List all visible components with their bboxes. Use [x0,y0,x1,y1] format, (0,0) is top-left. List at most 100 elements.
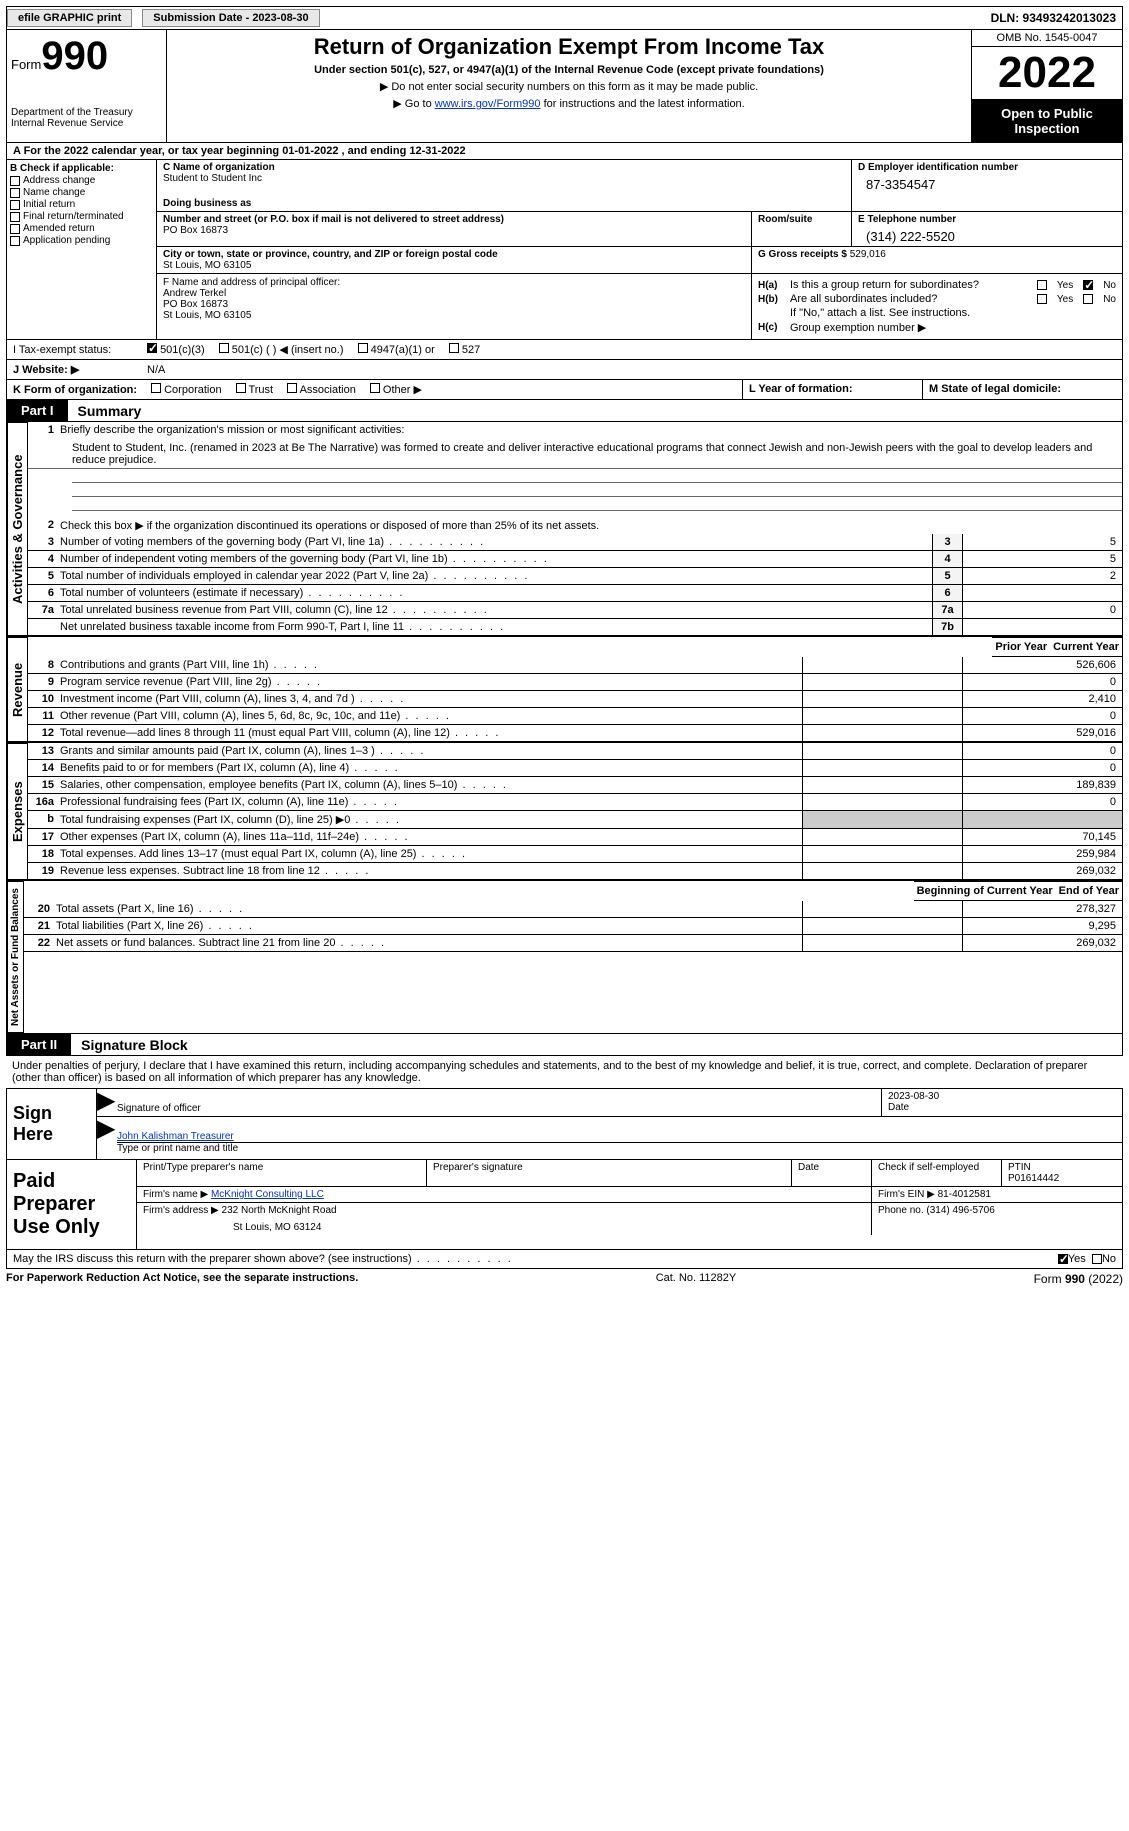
dln: DLN: 93493242013023 [991,11,1122,25]
omb-number: OMB No. 1545-0047 [972,30,1122,47]
boy-hdr: Beginning of Current Year [914,881,1056,901]
addr-value: PO Box 16873 [163,225,745,236]
checkbox-name-change[interactable] [10,188,20,198]
form-title: Return of Organization Exempt From Incom… [171,34,967,60]
tax-year-line: A For the 2022 calendar year, or tax yea… [6,143,1123,160]
form-number: Form990 [11,34,162,79]
line1-label: Briefly describe the organization's miss… [60,422,1122,438]
cat-no: Cat. No. 11282Y [358,1272,1033,1286]
eoy-hdr: End of Year [1056,881,1122,901]
type-name-label: Type or print name and title [117,1143,1122,1154]
sig-date-value: 2023-08-30 [888,1091,1116,1102]
checkbox-assoc[interactable] [287,383,297,393]
open-to-public: Open to Public Inspection [972,100,1122,142]
city-value: St Louis, MO 63105 [163,260,745,271]
paid-preparer-label: Paid Preparer Use Only [7,1160,137,1249]
part2-title: Signature Block [71,1037,188,1053]
checkbox-hb-no[interactable] [1083,294,1093,304]
dba-label: Doing business as [163,198,845,209]
org-name: Student to Student Inc [163,173,845,184]
prep-sig-label: Preparer's signature [427,1160,792,1186]
checkbox-501c[interactable] [219,343,229,353]
prior-year-hdr: Prior Year [992,637,1050,657]
website-row: J Website: ▶ N/A [6,360,1123,380]
mission-text: Student to Student, Inc. (renamed in 202… [28,438,1122,469]
checkbox-discuss-yes[interactable] [1058,1254,1068,1264]
tax-exempt-status: I Tax-exempt status: 501(c)(3) 501(c) ( … [6,340,1123,360]
irs-link[interactable]: www.irs.gov/Form990 [435,98,541,110]
ein-value: 87-3354547 [866,177,1116,192]
checkbox-trust[interactable] [236,383,246,393]
part2-header: Part II [7,1034,71,1055]
gross-label: G Gross receipts $ [758,249,847,260]
self-employed-label: Check if self-employed [872,1160,1002,1186]
checkbox-initial-return[interactable] [10,200,20,210]
ssn-note: ▶ Do not enter social security numbers o… [171,80,967,93]
website-value: N/A [147,364,165,376]
checkbox-4947[interactable] [358,343,368,353]
paperwork-notice: For Paperwork Reduction Act Notice, see … [6,1272,358,1286]
officer-name: Andrew Terkel [163,288,745,299]
room-label: Room/suite [758,214,845,225]
checkbox-other[interactable] [370,383,380,393]
phone-value: (314) 222-5520 [866,229,1116,244]
checkbox-ha-no[interactable] [1083,280,1093,290]
ptin-label: PTIN [1008,1162,1116,1173]
firm-phone: (314) 496-5706 [926,1205,994,1216]
sidetab-revenue: Revenue [7,637,28,742]
city-label: City or town, state or province, country… [163,249,745,260]
form-subtitle: Under section 501(c), 527, or 4947(a)(1)… [171,64,967,76]
part1-title: Summary [68,403,142,419]
line2-text: Check this box ▶ if the organization dis… [60,517,1122,534]
gross-value: 529,016 [850,249,886,260]
firm-name-link[interactable]: McKnight Consulting LLC [211,1189,324,1200]
officer-addr1: PO Box 16873 [163,299,745,310]
checkbox-ha-yes[interactable] [1037,280,1047,290]
phone-label: E Telephone number [858,214,1116,225]
checkbox-amended[interactable] [10,224,20,234]
part1-header: Part I [7,400,68,421]
ptin-value: P01614442 [1008,1173,1116,1184]
efile-print-button[interactable]: efile GRAPHIC print [7,9,132,27]
goto-note: ▶ Go to www.irs.gov/Form990 for instruct… [171,97,967,110]
addr-label: Number and street (or P.O. box if mail i… [163,214,745,225]
footer: For Paperwork Reduction Act Notice, see … [6,1269,1123,1289]
checkbox-discuss-no[interactable] [1092,1254,1102,1264]
officer-label: F Name and address of principal officer: [163,277,745,288]
officer-addr2: St Louis, MO 63105 [163,310,745,321]
checkbox-hb-yes[interactable] [1037,294,1047,304]
year-formation-label: L Year of formation: [749,383,853,395]
signature-block: Sign Here ▶ Signature of officer 2023-08… [6,1088,1123,1160]
perjury-text: Under penalties of perjury, I declare th… [6,1056,1123,1088]
checkbox-corp[interactable] [151,383,161,393]
firm-addr2: St Louis, MO 63124 [233,1222,865,1233]
checkbox-527[interactable] [449,343,459,353]
checkbox-app-pending[interactable] [10,236,20,246]
dept-treasury: Department of the Treasury [11,107,162,118]
form-header: Form990 Department of the Treasury Inter… [6,30,1123,143]
checkbox-501c3[interactable] [147,343,157,353]
arrow-icon: ▶ [97,1089,117,1116]
name-label: C Name of organization [163,162,845,173]
ein-label: D Employer identification number [858,162,1116,173]
firm-ein: 81-4012581 [938,1189,991,1200]
checkbox-address-change[interactable] [10,176,20,186]
sidetab-netassets: Net Assets or Fund Balances [7,881,24,1033]
signer-name-link[interactable]: John Kalishman Treasurer [117,1131,234,1142]
checkbox-final-return[interactable] [10,212,20,222]
firm-addr1: 232 North McKnight Road [222,1205,337,1216]
prep-date-label: Date [792,1160,872,1186]
tax-year: 2022 [972,47,1122,100]
current-year-hdr: Current Year [1050,637,1122,657]
form-footer: Form 990 (2022) [1034,1272,1123,1286]
submission-date: Submission Date - 2023-08-30 [142,9,319,27]
prep-name-label: Print/Type preparer's name [137,1160,427,1186]
topbar: efile GRAPHIC print Submission Date - 20… [6,6,1123,30]
sidetab-activities: Activities & Governance [7,422,28,636]
officer-signature-line[interactable]: Signature of officer [117,1089,882,1116]
sign-here-label: Sign Here [7,1089,97,1159]
arrow-icon: ▶ [97,1117,117,1145]
state-domicile-label: M State of legal domicile: [929,383,1061,395]
irs-label: Internal Revenue Service [11,118,162,129]
preparer-block: Paid Preparer Use Only Print/Type prepar… [6,1160,1123,1250]
